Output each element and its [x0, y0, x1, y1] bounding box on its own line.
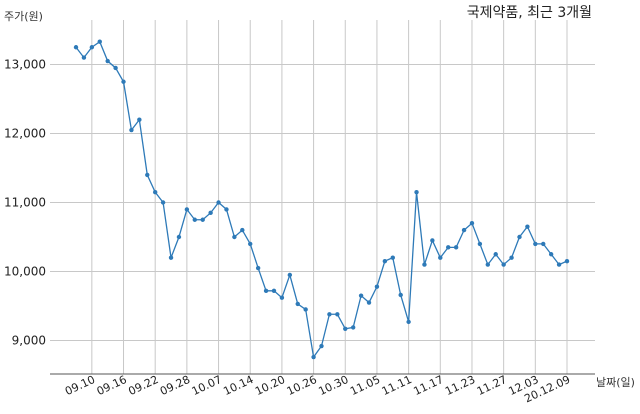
data-point [525, 224, 530, 229]
x-tick-label: 09.28 [158, 373, 192, 398]
data-point [501, 262, 506, 267]
data-point [271, 288, 277, 294]
data-point [469, 221, 475, 226]
y-tick-label: 11,000 [4, 196, 46, 210]
data-point [382, 258, 388, 264]
data-point [263, 288, 269, 294]
data-point [533, 241, 538, 247]
data-point [541, 241, 546, 247]
data-point [453, 245, 459, 250]
data-point [430, 238, 435, 243]
y-tick-label: 13,000 [4, 58, 46, 72]
data-point [168, 255, 174, 260]
x-tick-label: 11.17 [412, 373, 446, 398]
data-point [160, 200, 166, 205]
data-point [248, 241, 253, 247]
x-tick-labels: 09.1009.1609.2209.2810.0710.1410.2010.26… [63, 373, 572, 405]
data-point [224, 207, 229, 212]
data-point [295, 301, 300, 307]
price-points [73, 39, 570, 360]
data-point [461, 227, 467, 233]
data-point [509, 255, 514, 260]
data-point [327, 312, 332, 317]
x-tick-label: 10.14 [221, 373, 255, 398]
data-point [556, 262, 562, 267]
data-point [255, 265, 261, 271]
x-tick-label: 09.16 [95, 373, 129, 398]
x-axis-title: 날짜(일) [596, 375, 635, 389]
data-point [152, 189, 158, 195]
data-point [105, 58, 110, 64]
y-tick-label: 10,000 [4, 265, 46, 279]
data-point [406, 319, 411, 325]
x-tick-label: 09.22 [126, 373, 160, 398]
data-point [438, 255, 443, 260]
data-point [548, 252, 554, 257]
data-point [184, 207, 190, 212]
price-line [75, 40, 568, 359]
data-point [477, 241, 483, 247]
data-point [192, 217, 197, 222]
data-point [129, 127, 134, 133]
x-tick-label: 11.05 [348, 373, 382, 398]
y-tick-labels: 9,000 10,000 11,000 12,000 13,000 [4, 58, 46, 348]
x-tick-label: 10.20 [253, 373, 287, 398]
data-point [232, 234, 237, 240]
y-axis-title: 주가(원) [4, 10, 43, 23]
x-tick-label: 11.23 [443, 373, 477, 398]
data-point [517, 234, 522, 240]
data-point [137, 117, 142, 122]
data-point [446, 245, 451, 250]
data-point [366, 300, 372, 305]
data-point [319, 343, 324, 349]
chart-title: 국제약품, 최근 3개월 [467, 5, 592, 21]
data-point [97, 39, 102, 44]
data-point [564, 258, 570, 264]
y-tick-label: 12,000 [4, 127, 46, 141]
data-point [81, 55, 87, 60]
x-tick-label: 09.10 [63, 373, 97, 398]
data-point [287, 272, 293, 278]
x-tick-label: 10.30 [316, 373, 350, 398]
data-point [303, 307, 308, 312]
data-point [390, 255, 395, 260]
data-point [240, 227, 245, 233]
data-point [422, 262, 427, 267]
data-point [414, 189, 419, 195]
x-tick-label: 11.11 [380, 373, 414, 398]
data-point [73, 45, 79, 50]
data-point [343, 326, 348, 331]
y-gridlines [50, 64, 595, 341]
data-point [374, 284, 380, 289]
data-point [311, 354, 316, 360]
data-point [216, 200, 221, 205]
data-point [113, 65, 118, 71]
data-point [279, 295, 285, 300]
data-point [335, 312, 340, 317]
x-tick-label: 10.26 [285, 373, 319, 398]
data-point [485, 262, 491, 267]
y-tick-label: 9,000 [12, 334, 46, 348]
x-tick-label: 11.27 [475, 373, 509, 398]
data-point [200, 217, 205, 222]
data-point [121, 79, 126, 84]
data-point [398, 292, 403, 298]
data-point [350, 325, 356, 330]
x-gridlines [91, 20, 568, 374]
data-point [208, 210, 213, 216]
data-point [176, 234, 182, 240]
data-point [493, 252, 498, 257]
x-tick-label: 10.07 [190, 373, 224, 398]
data-point [145, 172, 150, 178]
data-point [89, 45, 95, 50]
data-point [358, 293, 364, 298]
